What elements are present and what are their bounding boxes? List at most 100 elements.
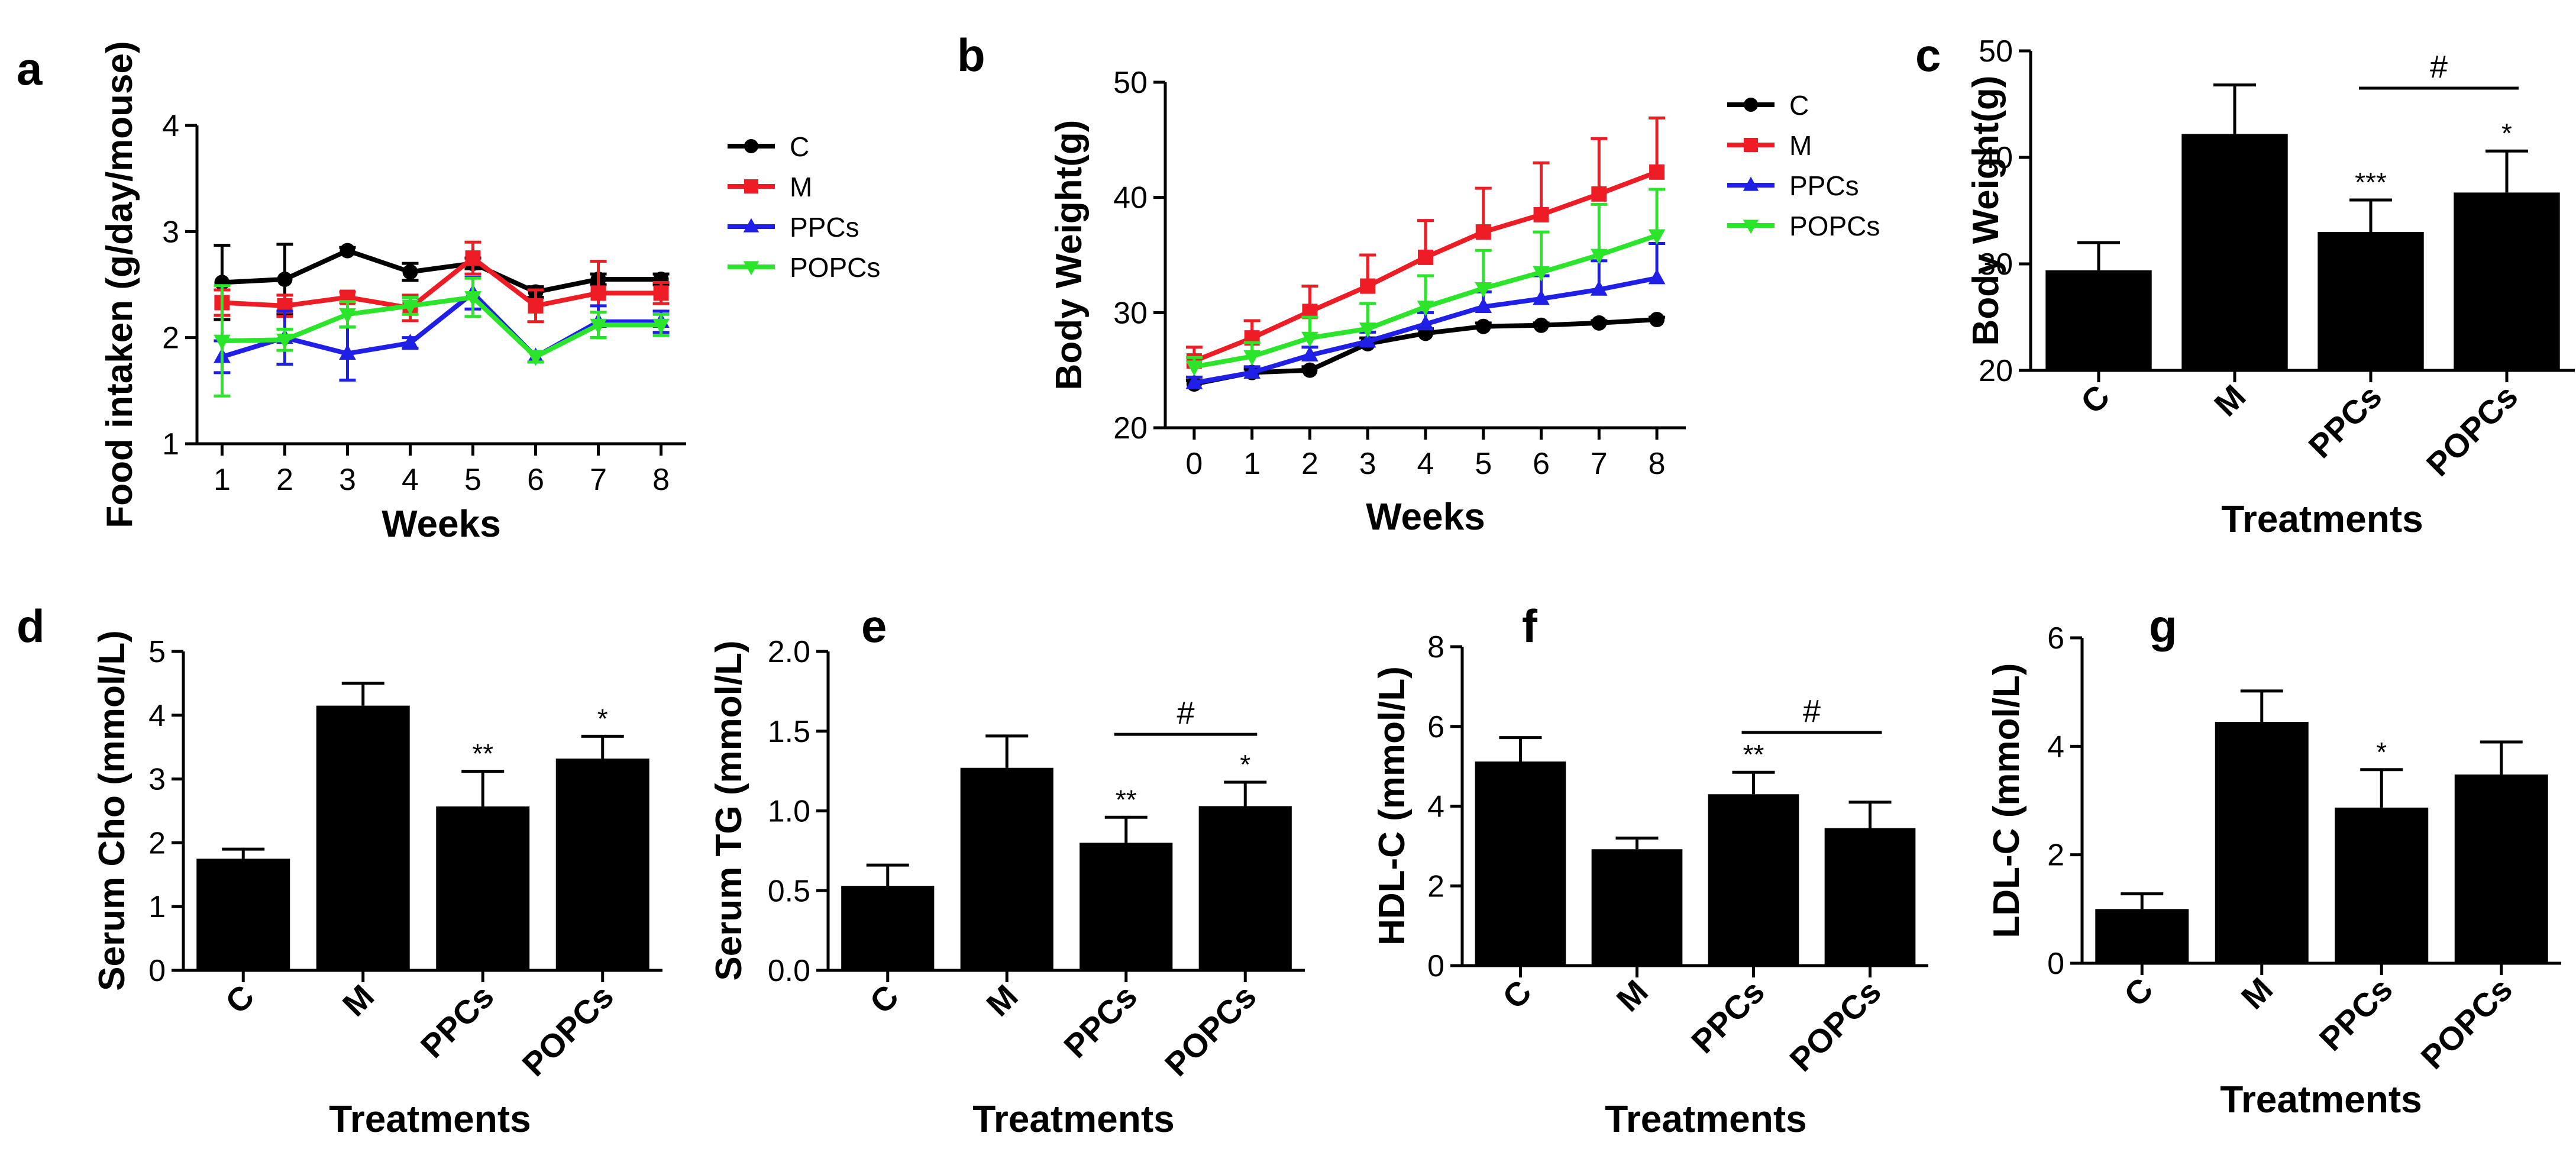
y-tick-label: 0	[148, 954, 166, 988]
y-tick-label: 0	[2047, 947, 2064, 981]
data-point	[652, 318, 670, 334]
panel-letter-c: c	[1915, 29, 1941, 81]
data-point	[1359, 322, 1376, 338]
data-point	[1591, 249, 1608, 264]
data-point	[1475, 224, 1491, 240]
y-tick-label: 50	[1113, 66, 1148, 100]
data-point	[1649, 164, 1665, 180]
x-tick-label: 2	[276, 463, 293, 497]
x-tick-label: PPCs	[413, 977, 501, 1065]
x-tick-label: C	[2073, 377, 2116, 421]
y-tick-label: 5	[148, 635, 166, 669]
x-tick-label: PPCs	[2312, 970, 2400, 1058]
x-tick-label: M	[335, 977, 382, 1024]
legend-marker-m	[1744, 138, 1758, 152]
significance-stars: *	[2376, 737, 2387, 767]
y-tick-label: 8	[1427, 630, 1444, 664]
legend-marker-ppcs	[1743, 176, 1759, 191]
data-point	[1243, 363, 1260, 379]
x-axis-label: Weeks	[1366, 495, 1485, 538]
y-tick-label: 4	[2047, 730, 2064, 764]
data-point	[1185, 373, 1203, 389]
bar-ppcs	[1079, 843, 1173, 970]
bar-c	[2095, 909, 2189, 963]
x-tick-label: 5	[464, 463, 481, 497]
data-point	[1591, 315, 1607, 331]
data-point	[1243, 350, 1260, 366]
y-axis-label: Body Weight(g)	[1966, 76, 2006, 346]
y-tick-label: 0	[1427, 949, 1444, 983]
series-popcs	[1185, 188, 1666, 376]
comparison-label: #	[1803, 693, 1821, 729]
y-tick-label: 1.5	[768, 715, 810, 749]
legend-marker-c	[1744, 98, 1758, 112]
data-point	[465, 250, 481, 266]
bar-ppcs	[436, 806, 530, 970]
panel-letter-a: a	[17, 43, 43, 95]
bar-m	[2181, 134, 2288, 370]
legend-label: POPCs	[1789, 211, 1880, 241]
comparison-label: #	[1177, 695, 1194, 731]
data-point	[590, 318, 607, 334]
data-point	[1475, 282, 1492, 298]
significance-stars: *	[1240, 749, 1250, 780]
y-tick-label: 3	[162, 215, 179, 249]
bar-popcs	[555, 759, 649, 970]
chart-g: 0 2 4 6 LDL-C (mmol/L) Treatments C M PPCs * POPCs	[1986, 621, 2561, 1121]
y-tick-label: 30	[1979, 247, 2013, 282]
y-tick-label: 6	[2047, 621, 2064, 656]
bar-c	[1475, 761, 1566, 966]
series-m	[1185, 116, 1666, 369]
x-tick-label: PPCs	[1056, 977, 1144, 1065]
bar-c	[841, 886, 935, 970]
data-point	[277, 272, 293, 288]
y-tick-label: 2.0	[768, 635, 810, 669]
y-axis-label: LDL-C (mmol/L)	[1986, 663, 2027, 938]
x-tick-label: 8	[1649, 447, 1666, 481]
series-ppcs	[1185, 242, 1666, 389]
data-point	[1533, 289, 1550, 305]
data-point	[1475, 298, 1492, 313]
significance-stars: ***	[2355, 167, 2387, 198]
x-tick-label: 6	[1533, 447, 1550, 481]
x-tick-label: 4	[402, 463, 419, 497]
data-point	[402, 264, 418, 280]
y-axis-label: Serum Cho (mmol/L)	[92, 630, 132, 991]
data-point	[1418, 249, 1433, 265]
legend-marker-ppcs	[743, 218, 759, 233]
data-point	[1649, 312, 1665, 328]
x-axis-label: Weeks	[382, 502, 501, 545]
x-tick-label: 8	[652, 463, 670, 497]
significance-stars: **	[1116, 784, 1137, 815]
x-tick-label: POPCs	[2419, 377, 2525, 483]
legend-label: C	[1789, 90, 1809, 121]
x-tick-label: 7	[1591, 447, 1608, 481]
x-tick-label: 4	[1417, 447, 1434, 481]
x-tick-label: C	[2117, 970, 2160, 1014]
data-point	[402, 299, 419, 315]
x-tick-label: POPCs	[1782, 973, 1888, 1079]
significance-stars: *	[597, 703, 608, 734]
data-point	[1591, 186, 1607, 202]
chart-f: 0 2 4 6 8 HDL-C (mmol/L) Treatments C M PPCs ** POP…	[1372, 630, 1928, 1140]
x-axis-label: Treatments	[2220, 1078, 2422, 1121]
data-point	[339, 308, 356, 324]
y-axis-label: HDL-C (mmol/L)	[1372, 666, 1413, 946]
series-line	[222, 255, 661, 311]
data-point	[653, 285, 669, 301]
x-axis-label: Treatments	[2221, 498, 2423, 540]
y-tick-label: 50	[1979, 34, 2013, 69]
chart-b: 20 30 40 50 Body Weight(g) Weeks 0 1 2 3 4 5 6 7 8 CM PP…	[1049, 66, 1880, 538]
x-tick-label: M	[1609, 973, 1655, 1019]
x-tick-label: M	[979, 977, 1025, 1024]
x-tick-label: 7	[590, 463, 607, 497]
y-tick-label: 20	[1979, 354, 2013, 388]
data-point	[1301, 331, 1318, 347]
panel-letter-e: e	[861, 600, 887, 652]
legend-marker-popcs	[1743, 220, 1759, 234]
y-tick-label: 30	[1113, 296, 1148, 330]
x-axis-label: Treatments	[1605, 1098, 1806, 1140]
y-tick-label: 40	[1979, 141, 2013, 175]
legend-label: C	[790, 131, 809, 162]
y-axis-label: Serum TG (mmol/L)	[709, 640, 749, 980]
